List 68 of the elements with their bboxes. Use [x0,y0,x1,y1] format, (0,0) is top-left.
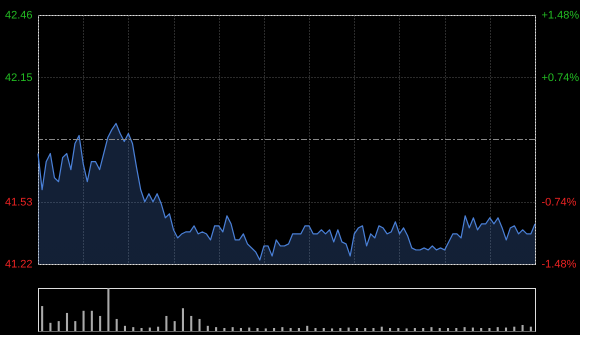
bar [530,326,532,331]
y-tick-label: 41.22 [4,258,32,270]
bar [165,316,168,331]
bar [41,306,44,331]
bar [314,328,317,331]
y-tick-label: 41.53 [4,196,32,208]
bar [116,318,118,331]
bar [49,322,52,331]
bar [306,326,308,331]
y2-tick-label: -0.74% [542,196,577,208]
bar [174,321,176,331]
bar [522,324,524,331]
bar [430,327,432,331]
y2-tick-label: +1.48% [542,10,580,22]
bar [198,318,201,331]
bar [464,327,466,331]
bar [206,326,209,331]
bar [348,328,350,331]
bar [389,328,392,331]
bar [264,328,267,331]
bar [107,288,110,331]
bar [455,328,458,331]
bar [58,321,60,331]
bar [190,316,192,331]
bar [446,328,450,331]
bar [90,310,93,331]
bar [380,326,383,331]
bar [82,310,85,331]
bar [148,328,151,331]
bar [480,328,482,331]
bar [331,328,334,331]
bar [290,328,292,331]
bar [273,328,276,331]
bar [322,328,325,331]
bar [356,328,358,331]
bar [157,326,160,331]
bar [215,327,218,331]
bar [298,328,300,331]
bar [406,328,408,331]
y-tick-label: 42.15 [4,72,32,84]
bar [124,326,126,331]
bar [140,328,143,331]
bar [74,321,76,331]
bar [240,328,242,331]
bar [496,327,499,331]
y2-tick-label: -1.48% [542,258,577,270]
bar [488,328,490,331]
bar [397,328,400,331]
bar [504,328,508,331]
bar [422,328,424,331]
bar [339,328,342,331]
bar [66,312,68,331]
bar [232,327,234,331]
bar [132,327,134,331]
bar [372,328,375,331]
bar [438,328,441,331]
bar [281,327,284,331]
bar [256,328,259,331]
bar [223,328,226,331]
y-tick-label: 42.46 [4,10,32,22]
bar [513,326,516,331]
y2-tick-label: +0.74% [542,72,580,84]
bar [99,316,102,331]
bar [248,328,250,331]
bar [472,328,474,331]
bar [414,328,416,331]
bar [364,328,366,331]
bar [182,308,184,331]
